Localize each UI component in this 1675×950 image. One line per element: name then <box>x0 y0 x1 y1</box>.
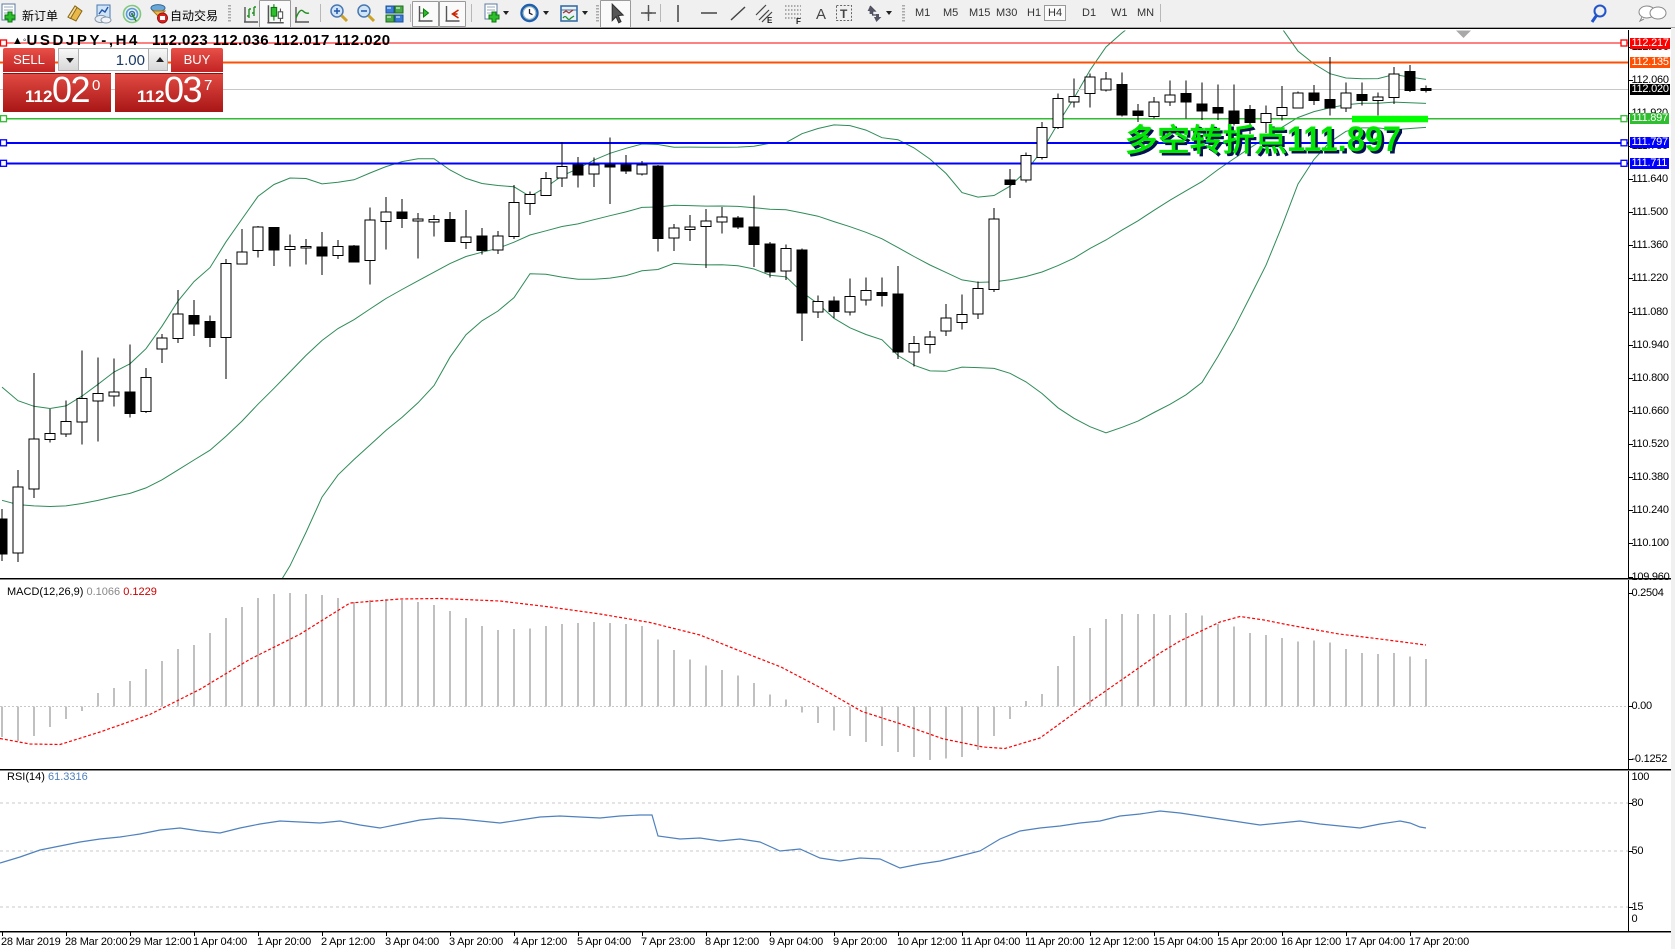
svg-text:多空转折点: 多空转折点 <box>1128 126 1290 161</box>
svg-text:T: T <box>840 7 848 21</box>
svg-text:E: E <box>767 16 773 25</box>
svg-text:多空转折点: 多空转折点 <box>1125 123 1287 158</box>
svg-text:111.897: 111.897 <box>1290 123 1404 162</box>
svg-text:111.897: 111.897 <box>1287 120 1401 159</box>
svg-text:A: A <box>816 6 826 23</box>
svg-text:F: F <box>796 17 801 25</box>
